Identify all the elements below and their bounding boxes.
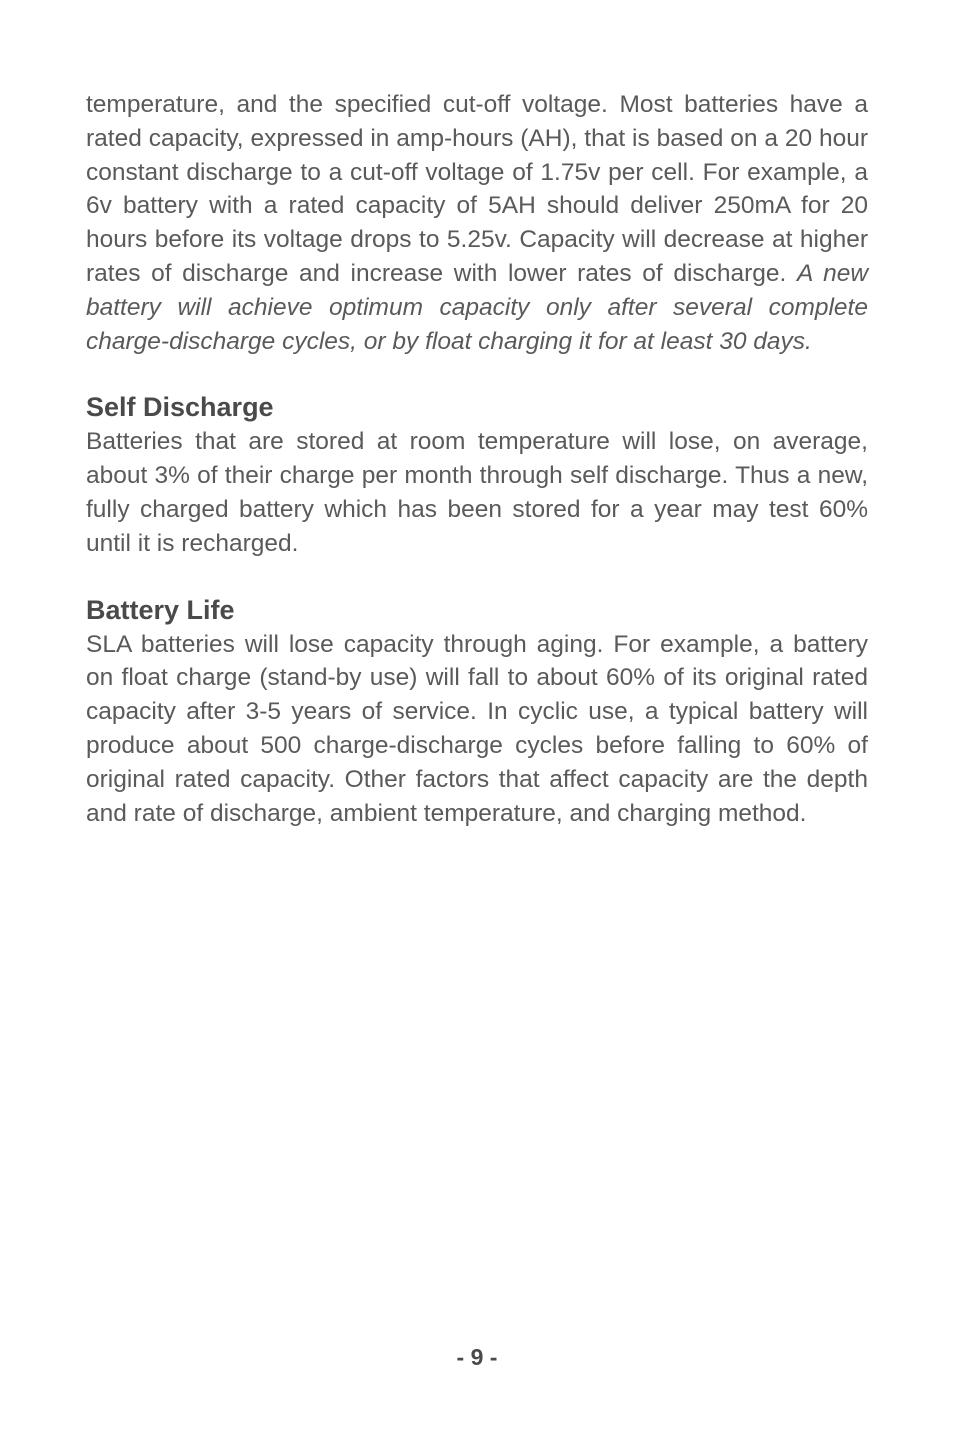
paragraph-intro-text: temperature, and the specified cut-off v… <box>86 91 868 287</box>
heading-battery-life: Battery Life <box>86 595 868 626</box>
paragraph-self-discharge: Batteries that are stored at room temper… <box>86 425 868 560</box>
page-content: temperature, and the specified cut-off v… <box>0 0 954 830</box>
heading-self-discharge: Self Discharge <box>86 392 868 423</box>
paragraph-intro: temperature, and the specified cut-off v… <box>86 88 868 358</box>
paragraph-battery-life: SLA batteries will lose capacity through… <box>86 628 868 831</box>
page-number: - 9 - <box>0 1344 954 1371</box>
